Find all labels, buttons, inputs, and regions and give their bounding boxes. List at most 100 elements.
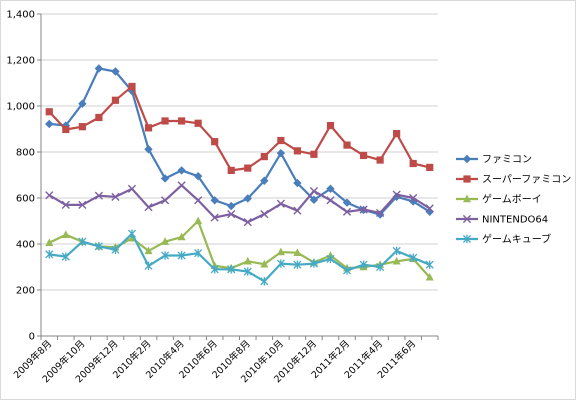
data-point bbox=[276, 259, 285, 268]
data-point bbox=[376, 156, 384, 164]
data-point bbox=[409, 159, 417, 168]
data-point bbox=[144, 124, 153, 132]
series-line bbox=[49, 67, 431, 216]
data-point bbox=[144, 261, 153, 271]
data-point bbox=[160, 174, 170, 183]
data-point bbox=[244, 164, 252, 172]
data-point bbox=[426, 163, 434, 172]
data-point bbox=[462, 154, 472, 164]
data-point bbox=[326, 121, 335, 130]
data-point bbox=[392, 246, 401, 256]
data-point bbox=[425, 204, 434, 213]
data-point bbox=[177, 166, 186, 175]
data-point bbox=[210, 265, 219, 274]
data-point bbox=[211, 138, 219, 146]
data-point bbox=[227, 265, 236, 274]
data-point bbox=[194, 196, 203, 205]
data-point bbox=[144, 145, 153, 154]
data-point bbox=[393, 130, 401, 138]
y-tick-label: 1,200 bbox=[6, 56, 35, 67]
data-point bbox=[409, 253, 418, 262]
data-point bbox=[462, 214, 472, 224]
series-lines bbox=[45, 64, 434, 286]
data-point bbox=[227, 210, 236, 219]
data-point bbox=[194, 216, 203, 225]
data-point bbox=[463, 175, 471, 183]
series-line bbox=[49, 232, 431, 283]
series-line bbox=[48, 85, 430, 172]
data-point bbox=[326, 184, 335, 193]
data-point bbox=[392, 256, 401, 265]
data-point bbox=[293, 260, 302, 269]
data-point bbox=[243, 256, 252, 265]
data-point bbox=[309, 259, 318, 268]
data-point bbox=[359, 260, 368, 269]
data-point bbox=[144, 203, 153, 212]
y-tick-label: 600 bbox=[16, 194, 35, 205]
data-point bbox=[161, 117, 169, 125]
data-point bbox=[359, 205, 368, 214]
x-axis-tick-labels: 2009年8月2009年10月2009年12月2010年2月2010年4月201… bbox=[11, 338, 418, 386]
data-point bbox=[359, 151, 368, 160]
data-point bbox=[45, 191, 54, 200]
data-point bbox=[310, 150, 318, 158]
data-point bbox=[343, 141, 351, 149]
legend-item: NINTENDO64 bbox=[456, 215, 548, 226]
data-point bbox=[95, 113, 103, 122]
y-tick-label: 0 bbox=[29, 332, 35, 343]
data-point bbox=[177, 251, 186, 260]
data-point bbox=[227, 166, 235, 174]
data-point bbox=[260, 210, 269, 219]
data-point bbox=[293, 147, 301, 155]
y-tick-label: 200 bbox=[16, 286, 35, 297]
data-point bbox=[160, 196, 170, 205]
data-point bbox=[309, 187, 319, 196]
data-point bbox=[210, 196, 219, 205]
data-point bbox=[161, 237, 170, 245]
data-point bbox=[45, 238, 54, 247]
data-point bbox=[78, 99, 87, 108]
data-point bbox=[127, 229, 137, 238]
data-point bbox=[342, 266, 352, 275]
data-point bbox=[342, 207, 352, 216]
data-point bbox=[243, 267, 252, 276]
data-point bbox=[194, 119, 202, 127]
data-point bbox=[78, 123, 86, 131]
data-point bbox=[94, 242, 103, 251]
data-point bbox=[376, 262, 385, 272]
data-point bbox=[177, 181, 186, 190]
y-axis-tick-labels: 0 200 400 600 800 1,000 1,200 1,400 bbox=[6, 10, 35, 343]
data-point bbox=[276, 148, 286, 158]
legend-item: ゲームキューブ bbox=[456, 233, 551, 246]
data-point bbox=[326, 254, 335, 264]
data-point bbox=[293, 178, 302, 188]
axes bbox=[37, 13, 439, 340]
legend-label: NINTENDO64 bbox=[482, 215, 548, 226]
data-point bbox=[61, 200, 70, 209]
data-point bbox=[78, 237, 87, 246]
data-point bbox=[94, 191, 103, 200]
data-point bbox=[177, 232, 186, 241]
series-2 bbox=[45, 82, 434, 174]
data-point bbox=[293, 206, 302, 215]
y-tick-label: 1,400 bbox=[6, 10, 35, 21]
legend-item: ファミコン bbox=[456, 155, 532, 166]
data-point bbox=[463, 194, 471, 203]
data-point bbox=[260, 153, 268, 161]
y-tick-label: 400 bbox=[16, 240, 35, 251]
data-point bbox=[78, 200, 87, 209]
data-point bbox=[376, 208, 385, 218]
data-point bbox=[276, 247, 285, 256]
data-point bbox=[61, 230, 70, 238]
data-point bbox=[260, 176, 269, 185]
data-point bbox=[61, 252, 70, 261]
gridlines bbox=[41, 13, 438, 291]
y-tick-label: 1,000 bbox=[6, 102, 35, 113]
data-point bbox=[111, 245, 120, 254]
data-point bbox=[127, 184, 137, 193]
data-point bbox=[128, 82, 136, 91]
legend-label: ファミコン bbox=[482, 155, 532, 166]
data-point bbox=[193, 171, 203, 181]
data-point bbox=[260, 277, 269, 286]
